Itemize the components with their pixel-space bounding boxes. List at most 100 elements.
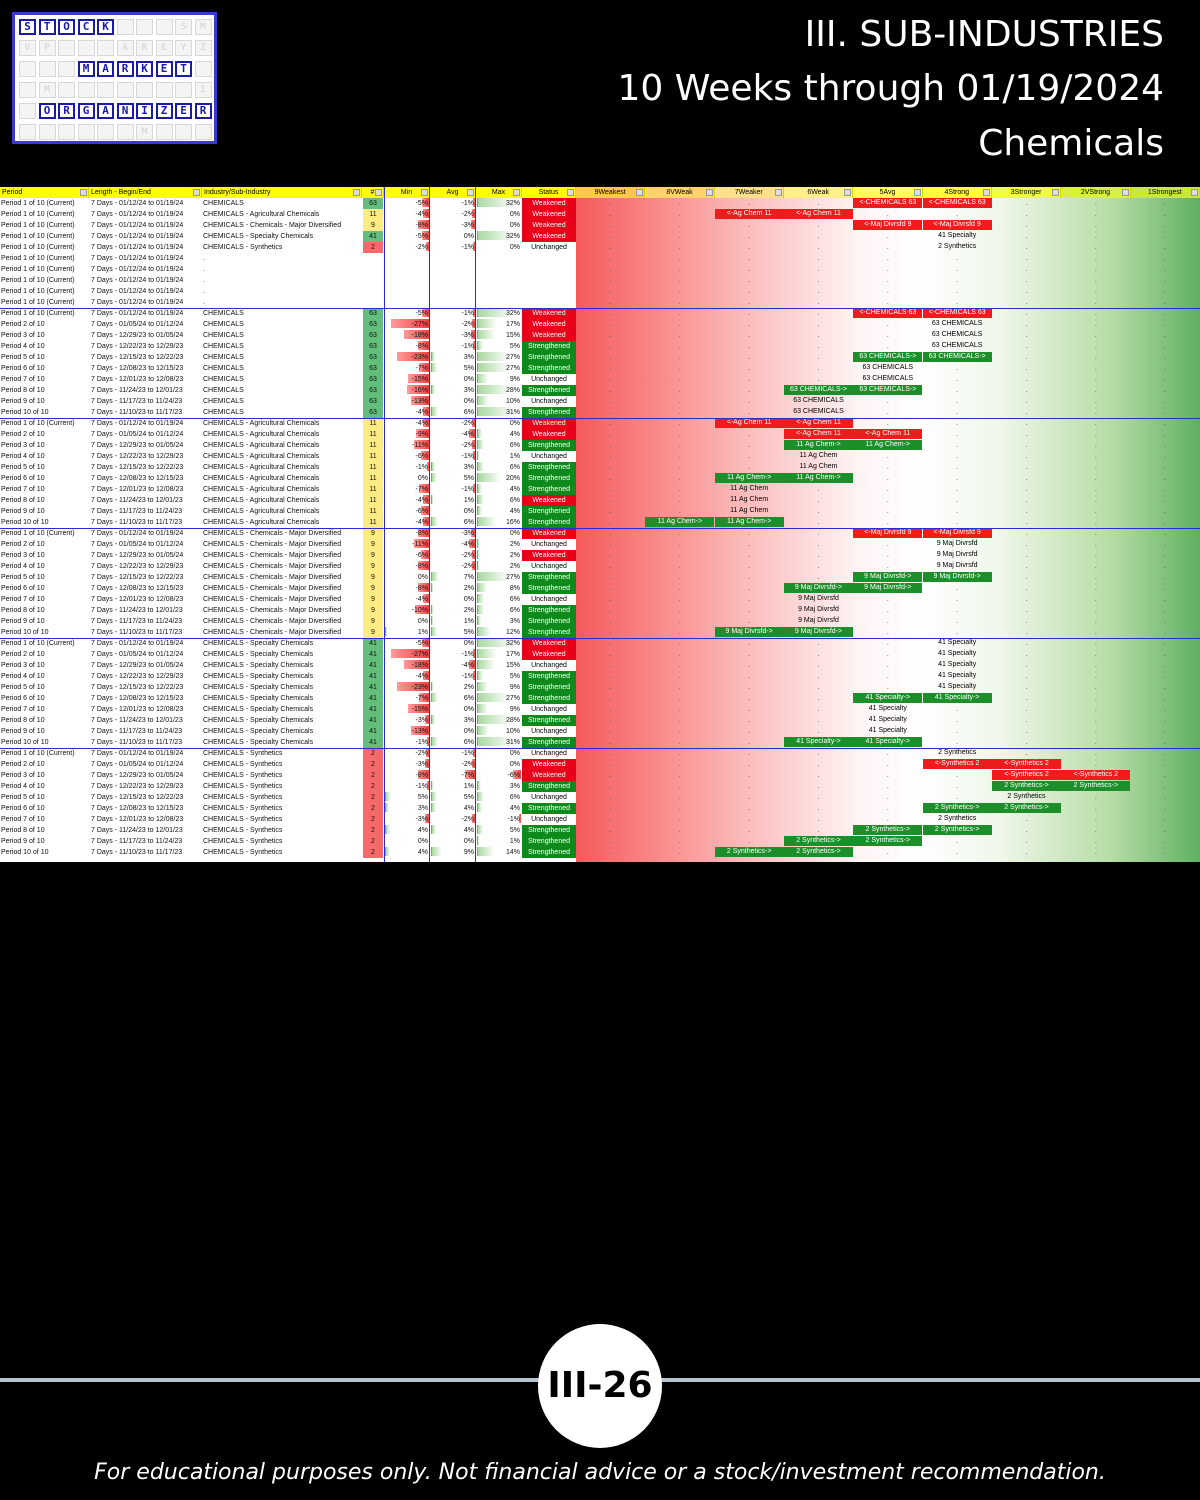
column-header[interactable]: 3Stronger (991, 187, 1062, 198)
column-header[interactable]: 2VStrong (1061, 187, 1131, 198)
table-row[interactable]: Period 1 of 10 (Current) 7 Days - 01/12/2… (0, 275, 1200, 286)
table-row[interactable]: Period 1 of 10 (Current) 7 Days - 01/12/2… (0, 231, 1200, 242)
column-header[interactable]: Avg (430, 187, 476, 198)
rank-placeholder: . (1164, 310, 1167, 317)
filter-dropdown-icon[interactable] (353, 189, 360, 196)
table-row[interactable]: Period 9 of 10 7 Days - 11/17/23 to 11/24… (0, 506, 1200, 517)
table-row[interactable]: Period 5 of 10 7 Days - 12/15/23 to 12/22… (0, 792, 1200, 803)
table-row[interactable]: Period 1 of 10 (Current) 7 Days - 01/12/2… (0, 198, 1200, 209)
table-row[interactable]: Period 7 of 10 7 Days - 12/01/23 to 12/08… (0, 594, 1200, 605)
table-row[interactable]: Period 3 of 10 7 Days - 12/29/23 to 01/05… (0, 660, 1200, 671)
table-row[interactable]: Period 6 of 10 7 Days - 12/08/23 to 12/15… (0, 473, 1200, 484)
filter-dropdown-icon[interactable] (913, 189, 921, 196)
table-row[interactable]: Period 4 of 10 7 Days - 12/22/23 to 12/29… (0, 781, 1200, 792)
table-row[interactable]: Period 1 of 10 (Current) 7 Days - 01/12/2… (0, 209, 1200, 220)
table-row[interactable]: Period 4 of 10 7 Days - 12/22/23 to 12/29… (0, 561, 1200, 572)
filter-dropdown-icon[interactable] (193, 189, 200, 196)
column-header[interactable]: 1Strongest (1130, 187, 1200, 198)
table-row[interactable]: Period 2 of 10 7 Days - 01/05/24 to 01/12… (0, 649, 1200, 660)
rank-placeholder: . (609, 233, 612, 240)
filter-dropdown-icon[interactable] (80, 189, 87, 196)
table-row[interactable]: Period 4 of 10 7 Days - 12/22/23 to 12/29… (0, 451, 1200, 462)
filter-dropdown-icon[interactable] (844, 189, 852, 196)
table-row[interactable]: Period 9 of 10 7 Days - 11/17/23 to 11/24… (0, 616, 1200, 627)
filter-dropdown-icon[interactable] (636, 189, 644, 196)
table-row[interactable]: Period 5 of 10 7 Days - 12/15/23 to 12/22… (0, 352, 1200, 363)
table-row[interactable]: Period 1 of 10 (Current) 7 Days - 01/12/2… (0, 638, 1200, 649)
table-row[interactable]: Period 7 of 10 7 Days - 12/01/23 to 12/08… (0, 704, 1200, 715)
column-header[interactable]: 7Weaker (714, 187, 784, 198)
column-header[interactable]: Industry/Sub-Industry (202, 187, 362, 198)
table-row[interactable]: Period 10 of 10 7 Days - 11/10/23 to 11/1… (0, 517, 1200, 528)
table-row[interactable]: Period 1 of 10 (Current) 7 Days - 01/12/2… (0, 297, 1200, 308)
table-row[interactable]: Period 10 of 10 7 Days - 11/10/23 to 11/1… (0, 847, 1200, 858)
table-row[interactable]: Period 1 of 10 (Current) 7 Days - 01/12/2… (0, 748, 1200, 759)
table-row[interactable]: Period 7 of 10 7 Days - 12/01/23 to 12/08… (0, 814, 1200, 825)
table-row[interactable]: Period 6 of 10 7 Days - 12/08/23 to 12/15… (0, 693, 1200, 704)
filter-dropdown-icon[interactable] (513, 189, 520, 196)
table-row[interactable]: Period 6 of 10 7 Days - 12/08/23 to 12/15… (0, 363, 1200, 374)
max-value: 6% (509, 794, 520, 801)
table-row[interactable]: Period 1 of 10 (Current) 7 Days - 01/12/2… (0, 528, 1200, 539)
filter-dropdown-icon[interactable] (705, 189, 713, 196)
filter-dropdown-icon[interactable] (1190, 189, 1198, 196)
column-header[interactable]: Period (0, 187, 89, 198)
column-header[interactable]: Min (384, 187, 430, 198)
rank-label: 9 Maj Divrsfd (936, 562, 978, 569)
table-row[interactable]: Period 8 of 10 7 Days - 11/24/23 to 12/01… (0, 715, 1200, 726)
table-row[interactable]: Period 2 of 10 7 Days - 01/05/24 to 01/12… (0, 429, 1200, 440)
column-header[interactable]: Status (522, 187, 576, 198)
table-row[interactable]: Period 6 of 10 7 Days - 12/08/23 to 12/15… (0, 803, 1200, 814)
table-row[interactable]: Period 1 of 10 (Current) 7 Days - 01/12/2… (0, 418, 1200, 429)
filter-dropdown-icon[interactable] (567, 189, 574, 196)
filter-dropdown-icon[interactable] (1121, 189, 1129, 196)
filter-dropdown-icon[interactable] (375, 189, 382, 196)
column-header[interactable]: Max (476, 187, 522, 198)
table-row[interactable]: Period 8 of 10 7 Days - 11/24/23 to 12/01… (0, 385, 1200, 396)
table-row[interactable]: Period 8 of 10 7 Days - 11/24/23 to 12/01… (0, 495, 1200, 506)
table-row[interactable]: Period 2 of 10 7 Days - 01/05/24 to 01/12… (0, 539, 1200, 550)
table-row[interactable]: Period 10 of 10 7 Days - 11/10/23 to 11/1… (0, 407, 1200, 418)
column-header[interactable]: # (362, 187, 384, 198)
column-header[interactable]: Length - Begin/End (89, 187, 202, 198)
table-row[interactable]: Period 10 of 10 7 Days - 11/10/23 to 11/1… (0, 627, 1200, 638)
filter-dropdown-icon[interactable] (467, 189, 474, 196)
table-row[interactable]: Period 5 of 10 7 Days - 12/15/23 to 12/22… (0, 462, 1200, 473)
column-header[interactable]: 6Weak (783, 187, 854, 198)
table-row[interactable]: Period 10 of 10 7 Days - 11/10/23 to 11/1… (0, 737, 1200, 748)
column-header[interactable]: 5Avg (853, 187, 923, 198)
table-row[interactable]: Period 5 of 10 7 Days - 12/15/23 to 12/22… (0, 572, 1200, 583)
filter-dropdown-icon[interactable] (421, 189, 428, 196)
rank-placeholder: . (886, 607, 889, 614)
table-row[interactable]: Period 2 of 10 7 Days - 01/05/24 to 01/12… (0, 319, 1200, 330)
table-row[interactable]: Period 7 of 10 7 Days - 12/01/23 to 12/08… (0, 374, 1200, 385)
table-row[interactable]: Period 4 of 10 7 Days - 12/22/23 to 12/29… (0, 341, 1200, 352)
table-row[interactable]: Period 9 of 10 7 Days - 11/17/23 to 11/24… (0, 726, 1200, 737)
table-row[interactable]: Period 7 of 10 7 Days - 12/01/23 to 12/08… (0, 484, 1200, 495)
table-row[interactable]: Period 4 of 10 7 Days - 12/22/23 to 12/29… (0, 671, 1200, 682)
column-header[interactable]: 4Strong (922, 187, 992, 198)
table-row[interactable]: Period 1 of 10 (Current) 7 Days - 01/12/2… (0, 286, 1200, 297)
column-header[interactable]: 8VWeak (645, 187, 715, 198)
table-row[interactable]: Period 2 of 10 7 Days - 01/05/24 to 01/12… (0, 759, 1200, 770)
table-row[interactable]: Period 6 of 10 7 Days - 12/08/23 to 12/15… (0, 583, 1200, 594)
table-row[interactable]: Period 1 of 10 (Current) 7 Days - 01/12/2… (0, 220, 1200, 231)
table-row[interactable]: Period 1 of 10 (Current) 7 Days - 01/12/2… (0, 242, 1200, 253)
table-row[interactable]: Period 9 of 10 7 Days - 11/17/23 to 11/24… (0, 836, 1200, 847)
table-row[interactable]: Period 3 of 10 7 Days - 12/29/23 to 01/05… (0, 770, 1200, 781)
table-row[interactable]: Period 9 of 10 7 Days - 11/17/23 to 11/24… (0, 396, 1200, 407)
table-row[interactable]: Period 1 of 10 (Current) 7 Days - 01/12/2… (0, 253, 1200, 264)
table-row[interactable]: Period 1 of 10 (Current) 7 Days - 01/12/2… (0, 308, 1200, 319)
min-databar (422, 198, 429, 207)
table-row[interactable]: Period 3 of 10 7 Days - 12/29/23 to 01/05… (0, 440, 1200, 451)
table-row[interactable]: Period 5 of 10 7 Days - 12/15/23 to 12/22… (0, 682, 1200, 693)
table-row[interactable]: Period 3 of 10 7 Days - 12/29/23 to 01/05… (0, 330, 1200, 341)
filter-dropdown-icon[interactable] (774, 189, 782, 196)
column-header[interactable]: 9Weakest (576, 187, 646, 198)
table-row[interactable]: Period 3 of 10 7 Days - 12/29/23 to 01/05… (0, 550, 1200, 561)
table-row[interactable]: Period 1 of 10 (Current) 7 Days - 01/12/2… (0, 264, 1200, 275)
table-row[interactable]: Period 8 of 10 7 Days - 11/24/23 to 12/01… (0, 605, 1200, 616)
table-row[interactable]: Period 8 of 10 7 Days - 11/24/23 to 12/01… (0, 825, 1200, 836)
filter-dropdown-icon[interactable] (982, 189, 990, 196)
filter-dropdown-icon[interactable] (1052, 189, 1060, 196)
